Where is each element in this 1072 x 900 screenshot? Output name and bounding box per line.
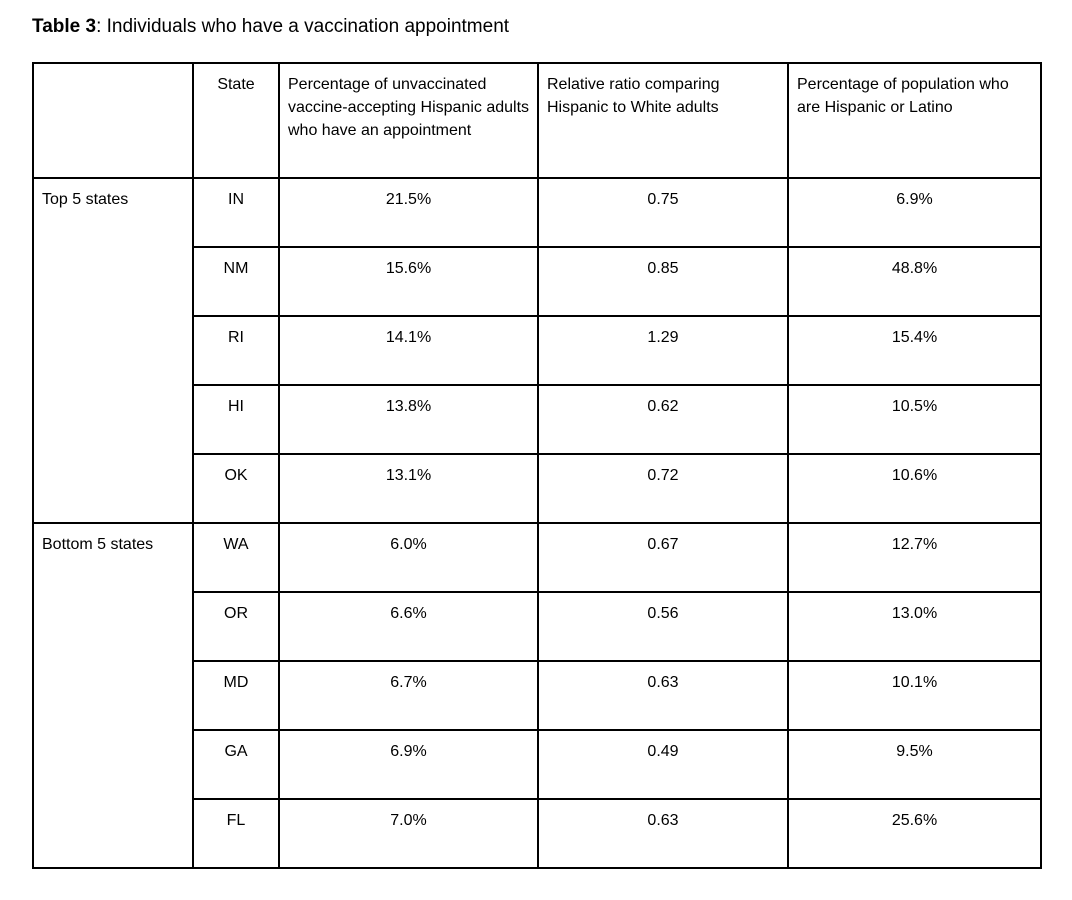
cell-pct-appointment: 6.9% bbox=[278, 729, 539, 800]
cell-pct-appointment: 13.1% bbox=[278, 453, 539, 524]
cell-pct-hispanic-population: 13.0% bbox=[787, 591, 1042, 662]
cell-state: RI bbox=[192, 315, 280, 386]
cell-state: MD bbox=[192, 660, 280, 731]
cell-pct-appointment: 14.1% bbox=[278, 315, 539, 386]
cell-relative-ratio: 0.72 bbox=[537, 453, 789, 524]
table-row: RI 14.1% 1.29 15.4% bbox=[33, 315, 1042, 386]
group-label-bottom-5-states: Bottom 5 states bbox=[32, 522, 194, 869]
cell-state: GA bbox=[192, 729, 280, 800]
cell-pct-hispanic-population: 10.5% bbox=[787, 384, 1042, 455]
header-cell-pct-hispanic-population: Percentage of population who are Hispani… bbox=[787, 62, 1042, 179]
cell-relative-ratio: 0.49 bbox=[537, 729, 789, 800]
cell-pct-appointment: 7.0% bbox=[278, 798, 539, 869]
table-row: NM 15.6% 0.85 48.8% bbox=[33, 246, 1042, 317]
cell-state: NM bbox=[192, 246, 280, 317]
header-cell-group bbox=[32, 62, 194, 179]
cell-pct-appointment: 6.0% bbox=[278, 522, 539, 593]
cell-pct-hispanic-population: 15.4% bbox=[787, 315, 1042, 386]
table-row: FL 7.0% 0.63 25.6% bbox=[33, 798, 1042, 869]
cell-pct-appointment: 15.6% bbox=[278, 246, 539, 317]
cell-relative-ratio: 1.29 bbox=[537, 315, 789, 386]
table-row: HI 13.8% 0.62 10.5% bbox=[33, 384, 1042, 455]
cell-pct-hispanic-population: 48.8% bbox=[787, 246, 1042, 317]
cell-relative-ratio: 0.56 bbox=[537, 591, 789, 662]
table-row: OK 13.1% 0.72 10.6% bbox=[33, 453, 1042, 524]
header-cell-pct-appointment: Percentage of unvaccinated vaccine-accep… bbox=[278, 62, 539, 179]
cell-relative-ratio: 0.75 bbox=[537, 177, 789, 248]
cell-relative-ratio: 0.62 bbox=[537, 384, 789, 455]
cell-pct-hispanic-population: 6.9% bbox=[787, 177, 1042, 248]
cell-pct-appointment: 6.7% bbox=[278, 660, 539, 731]
cell-state: HI bbox=[192, 384, 280, 455]
header-row: State Percentage of unvaccinated vaccine… bbox=[32, 62, 1042, 179]
cell-pct-appointment: 21.5% bbox=[278, 177, 539, 248]
cell-state: IN bbox=[192, 177, 280, 248]
cell-relative-ratio: 0.85 bbox=[537, 246, 789, 317]
cell-pct-hispanic-population: 10.1% bbox=[787, 660, 1042, 731]
cell-state: WA bbox=[192, 522, 280, 593]
group-label-top-5-states: Top 5 states bbox=[32, 177, 194, 524]
table-row: Bottom 5 states WA 6.0% 0.67 12.7% bbox=[32, 522, 1042, 869]
cell-relative-ratio: 0.67 bbox=[537, 522, 789, 593]
cell-pct-hispanic-population: 12.7% bbox=[787, 522, 1042, 593]
cell-pct-hispanic-population: 10.6% bbox=[787, 453, 1042, 524]
cell-pct-appointment: 13.8% bbox=[278, 384, 539, 455]
cell-pct-hispanic-population: 25.6% bbox=[787, 798, 1042, 869]
table-caption-text: : Individuals who have a vaccination app… bbox=[96, 16, 510, 37]
table-row: Top 5 states IN 21.5% 0.75 6.9% bbox=[32, 177, 1042, 524]
cell-relative-ratio: 0.63 bbox=[537, 798, 789, 869]
table-row: MD 6.7% 0.63 10.1% bbox=[33, 660, 1042, 731]
table-caption: Table 3: Individuals who have a vaccinat… bbox=[32, 14, 1040, 40]
cell-state: OR bbox=[192, 591, 280, 662]
header-cell-state: State bbox=[192, 62, 280, 179]
table-row: GA 6.9% 0.49 9.5% bbox=[33, 729, 1042, 800]
vaccination-appointment-table: State Percentage of unvaccinated vaccine… bbox=[32, 62, 1042, 869]
table-caption-number: Table 3 bbox=[32, 16, 97, 37]
cell-state: FL bbox=[192, 798, 280, 869]
header-cell-relative-ratio: Relative ratio comparing Hispanic to Whi… bbox=[537, 62, 789, 179]
cell-relative-ratio: 0.63 bbox=[537, 660, 789, 731]
table-row: OR 6.6% 0.56 13.0% bbox=[33, 591, 1042, 662]
cell-pct-hispanic-population: 9.5% bbox=[787, 729, 1042, 800]
cell-pct-appointment: 6.6% bbox=[278, 591, 539, 662]
cell-state: OK bbox=[192, 453, 280, 524]
